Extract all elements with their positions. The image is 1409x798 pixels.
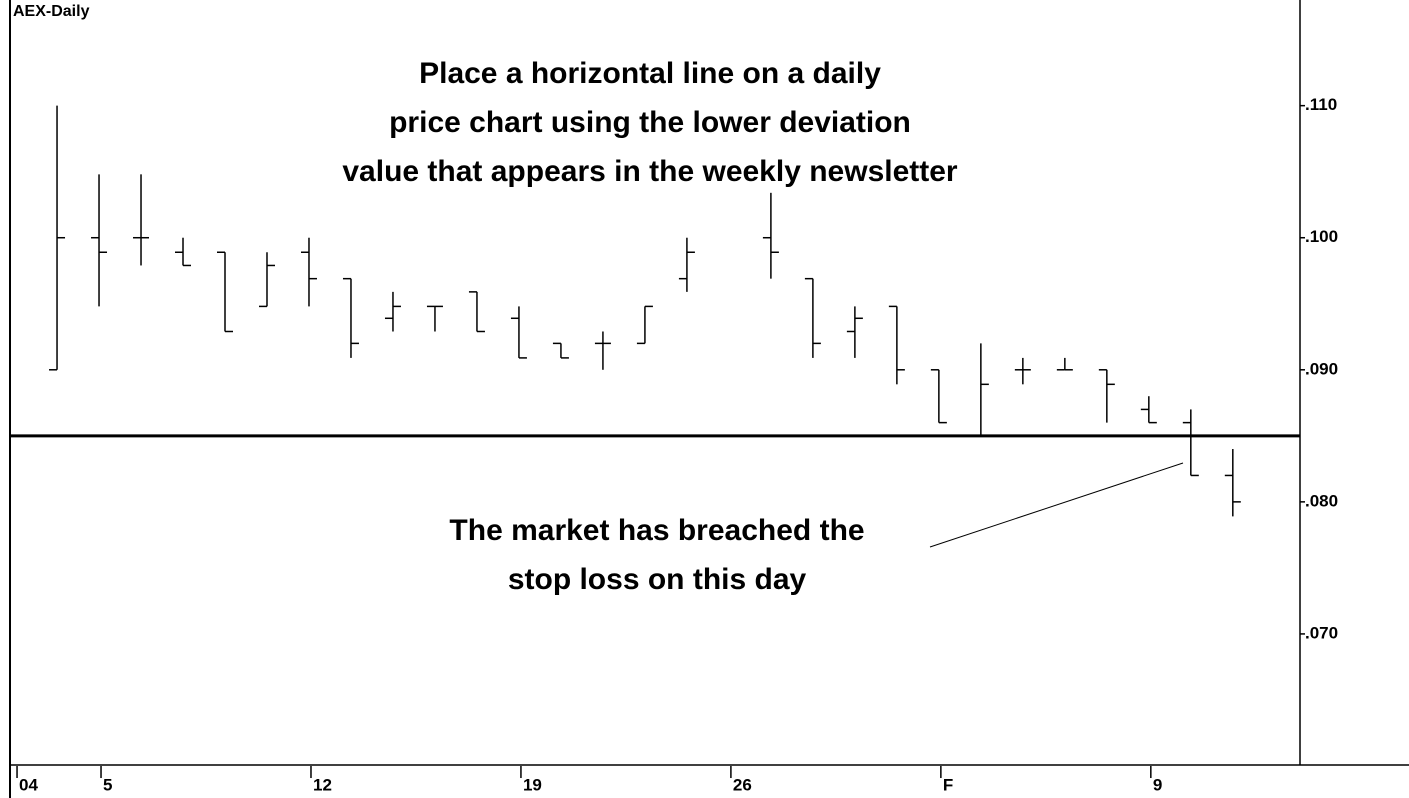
y-tick-label: .090 <box>1305 359 1338 378</box>
x-tick-label: 12 <box>313 775 332 794</box>
chart-title: AEX-Daily <box>13 3 90 20</box>
annotation: The market has breached the <box>449 514 864 547</box>
y-tick-label: .070 <box>1305 623 1338 642</box>
y-tick-label: .080 <box>1305 491 1338 510</box>
x-tick-label: F <box>943 775 953 794</box>
annotation: stop loss on this day <box>508 563 807 596</box>
y-tick-label: .100 <box>1305 227 1338 246</box>
x-tick-label: 5 <box>103 775 112 794</box>
annotation: value that appears in the weekly newslet… <box>342 155 958 188</box>
x-tick-label: 9 <box>1153 775 1162 794</box>
annotation: price chart using the lower deviation <box>389 106 911 139</box>
annotation: Place a horizontal line on a daily <box>419 57 881 90</box>
x-tick-label: 04 <box>19 775 38 794</box>
y-tick-label: .110 <box>1305 95 1337 114</box>
x-tick-label: 26 <box>733 775 752 794</box>
x-tick-label: 19 <box>523 775 542 794</box>
annotation-pointer <box>929 462 1184 548</box>
